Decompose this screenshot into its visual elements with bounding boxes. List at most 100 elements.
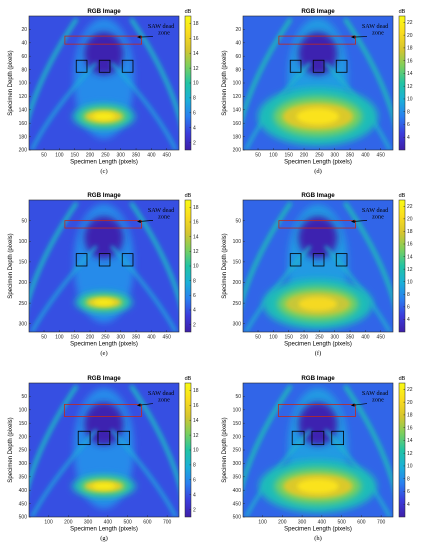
x-tick-label: 50 xyxy=(255,335,261,341)
annotation-label: zone xyxy=(158,30,170,37)
panel-caption: (f) xyxy=(315,350,322,357)
y-tick-label: 350 xyxy=(233,475,242,481)
heatmap-shade xyxy=(129,384,179,490)
y-tick-label: 500 xyxy=(233,515,242,521)
annotation-label: zone xyxy=(158,213,170,220)
y-axis-label: Specimen Depth (pixels) xyxy=(222,417,228,482)
colorbar-tick-label: 12 xyxy=(407,267,413,273)
y-tick-label: 140 xyxy=(19,108,28,114)
colorbar-tick-label: 16 xyxy=(193,220,199,226)
colorbar-tick-label: 18 xyxy=(193,205,199,211)
marker-box xyxy=(121,253,134,267)
x-tick-label: 300 xyxy=(84,520,93,526)
hotspot-peak xyxy=(92,112,115,121)
heatmap-image xyxy=(29,383,179,517)
x-tick-label: 400 xyxy=(147,153,156,159)
hotspot-peak xyxy=(298,297,338,311)
x-tick-label: 400 xyxy=(147,335,156,341)
marker-box xyxy=(311,430,325,446)
annotation-label: SAW dead xyxy=(148,390,175,397)
colorbar-tick-label: 14 xyxy=(407,438,413,444)
axes-frame xyxy=(242,199,394,333)
annotation-label: SAW dead xyxy=(148,207,175,214)
x-tick-label: 300 xyxy=(331,335,340,341)
y-tick-label: 200 xyxy=(19,280,28,286)
colorbar-tick-label: 14 xyxy=(407,254,413,260)
y-tick-label: 50 xyxy=(235,218,241,224)
y-tick-label: 20 xyxy=(21,27,27,33)
y-tick-label: 160 xyxy=(233,121,242,127)
heatmap-shade xyxy=(29,201,79,305)
x-tick-label: 350 xyxy=(132,335,141,341)
heatmap-shade xyxy=(343,384,393,490)
colorbar-tick-label: 10 xyxy=(193,81,199,87)
y-tick-label: 50 xyxy=(21,218,27,224)
x-tick-label: 250 xyxy=(315,153,324,159)
y-tick-label: 100 xyxy=(233,239,242,245)
x-tick-label: 300 xyxy=(298,520,307,526)
colorbar-tick-label: 8 xyxy=(407,109,410,115)
x-tick-label: 200 xyxy=(300,335,309,341)
x-axis-label: Specimen Length (pixels) xyxy=(70,342,138,348)
colorbar-tick-label: 12 xyxy=(193,249,199,255)
y-tick-label: 250 xyxy=(19,301,28,307)
annotation-arrow xyxy=(351,219,368,224)
colorbar-tick-label: 8 xyxy=(193,463,196,469)
y-tick-label: 450 xyxy=(19,501,28,507)
x-tick-label: 700 xyxy=(163,520,172,526)
y-tick-label: 160 xyxy=(19,121,28,127)
y-tick-label: 250 xyxy=(233,301,242,307)
heatmap-shade xyxy=(29,384,79,489)
y-tick-label: 100 xyxy=(233,81,242,87)
panel-caption: (g) xyxy=(100,535,108,542)
x-tick-label: 200 xyxy=(278,520,287,526)
y-tick-label: 150 xyxy=(233,421,242,427)
colorbar-tick-label: 22 xyxy=(407,387,413,393)
heatmap-shade xyxy=(110,428,178,517)
y-tick-label: 150 xyxy=(19,421,28,427)
colorbar-tick-label: 8 xyxy=(407,292,410,298)
colorbar-tick-label: 8 xyxy=(407,476,410,482)
marker-box xyxy=(335,59,348,73)
colorbar-tick-label: 6 xyxy=(193,293,196,299)
colorbar-tick-label: 22 xyxy=(407,20,413,26)
x-tick-label: 400 xyxy=(361,335,370,341)
y-tick-label: 50 xyxy=(21,394,27,400)
colorbar-tick-label: 6 xyxy=(407,122,410,128)
colorbar-tick-label: 12 xyxy=(193,433,199,439)
heatmap-shade xyxy=(343,201,393,306)
colorbar-tick-label: 10 xyxy=(407,97,413,103)
hotspot-peak xyxy=(93,299,114,306)
marker-box xyxy=(121,59,134,73)
annotation-label: zone xyxy=(372,213,384,220)
chart-title: RGB Image xyxy=(87,192,121,199)
y-tick-label: 450 xyxy=(233,501,242,507)
dead-zone-box xyxy=(278,220,356,229)
y-tick-label: 400 xyxy=(19,488,28,494)
colorbar-label: dB xyxy=(399,9,406,15)
colorbar-tick-label: 20 xyxy=(407,33,413,39)
colorbar-tick-label: 2 xyxy=(193,507,196,513)
colorbar-tick-label: 4 xyxy=(407,502,410,508)
panel-caption: (h) xyxy=(314,535,322,542)
heatmap-shade xyxy=(243,17,293,122)
y-tick-label: 40 xyxy=(21,41,27,47)
x-tick-label: 400 xyxy=(361,153,370,159)
annotation-arrow xyxy=(137,35,154,39)
annotation-arrow xyxy=(137,403,154,407)
marker-box xyxy=(98,253,111,267)
y-axis-label: Specimen Depth (pixels) xyxy=(8,417,14,482)
x-tick-label: 700 xyxy=(377,520,386,526)
y-tick-label: 200 xyxy=(19,148,28,154)
colorbar-label: dB xyxy=(399,193,406,199)
annotation-label: SAW dead xyxy=(362,23,389,30)
colorbar-tick-label: 16 xyxy=(193,403,199,409)
x-tick-label: 300 xyxy=(117,153,126,159)
colorbar-tick-label: 8 xyxy=(193,96,196,102)
heatmap-image xyxy=(243,200,393,332)
heatmap-shade xyxy=(243,384,293,489)
y-tick-label: 100 xyxy=(19,408,28,414)
axes-frame xyxy=(28,199,180,333)
